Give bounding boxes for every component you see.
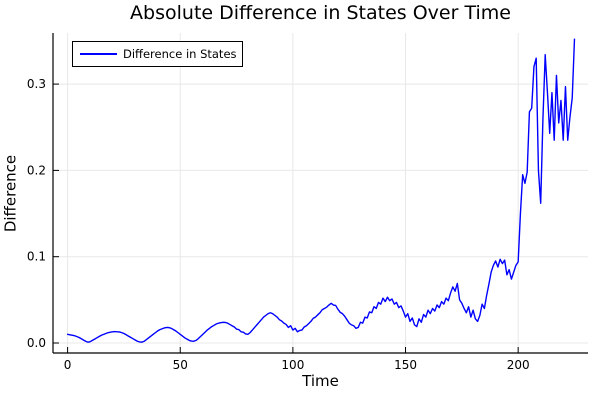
legend-label: Difference in States (123, 47, 237, 61)
legend-line-sample (80, 53, 117, 55)
y-axis-label: Difference (1, 154, 20, 233)
y-tick-label: 0.0 (27, 336, 46, 350)
x-tick-label: 0 (64, 358, 72, 372)
x-tick-label: 100 (281, 358, 304, 372)
y-tick-label: 0.3 (27, 77, 46, 91)
y-tick-label: 0.1 (27, 250, 46, 264)
y-tick-label: 0.2 (27, 163, 46, 177)
x-tick-label: 50 (173, 358, 188, 372)
chart-title: Absolute Difference in States Over Time (130, 2, 511, 24)
x-tick-label: 200 (507, 358, 530, 372)
legend-box: Difference in States (72, 41, 243, 67)
x-axis-label: Time (302, 372, 339, 390)
x-tick-label: 150 (394, 358, 417, 372)
series-line (66, 38, 576, 343)
